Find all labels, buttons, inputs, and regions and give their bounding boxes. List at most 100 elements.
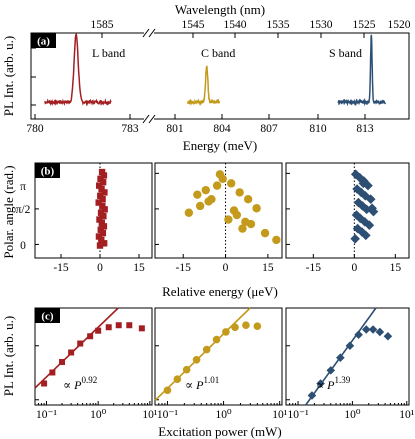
y-tick-labels-b: 0 π/2 π: [16, 181, 31, 252]
data-point: [96, 242, 104, 249]
plot-frame-c3: [285, 307, 410, 406]
top-tick-label: 1540: [224, 19, 247, 31]
data-point: [100, 172, 108, 179]
x-tick-label: -15: [53, 262, 69, 274]
panel-label: (b): [41, 166, 55, 178]
top-tick-label: 1520: [388, 19, 411, 31]
c-axis-ticks: [35, 345, 408, 405]
data-point: [246, 219, 256, 229]
data-point: [364, 220, 375, 231]
data-point: [227, 179, 236, 188]
top-tick-label: 1585: [91, 19, 114, 31]
plot-frame-c2: [154, 307, 283, 406]
data-point: [49, 369, 56, 376]
top-tick-label: 1525: [353, 19, 376, 31]
data-point: [100, 212, 107, 220]
data-point: [192, 355, 201, 364]
data-point: [212, 181, 222, 190]
data-point: [173, 375, 182, 384]
data-point: [68, 349, 75, 356]
data-point: [345, 341, 355, 351]
data-point: [99, 229, 107, 237]
data-point: [375, 327, 385, 337]
data-point: [97, 209, 105, 216]
panel-label: (a): [37, 36, 50, 48]
x-tick-label: -15: [176, 262, 192, 274]
bottom-tick-label: 807: [260, 123, 278, 135]
left-ticks: [31, 47, 36, 106]
bottom-tick-label: 804: [213, 123, 231, 135]
bottom-tick-label: 780: [26, 123, 44, 135]
data-point: [356, 187, 366, 198]
data-point: [326, 366, 336, 375]
data-point: [368, 325, 378, 334]
band-label-l: L band: [92, 46, 125, 60]
data-point: [354, 330, 363, 340]
spectrum-c-band: [186, 65, 221, 106]
data-point: [59, 359, 66, 366]
data-point: [99, 202, 106, 210]
x-axis-label-c: Excitation power (mW): [158, 424, 281, 439]
panel-label-box: [31, 33, 56, 48]
x-tick-label: 15: [133, 262, 145, 274]
data-point: [201, 185, 210, 195]
x-tick-label: 15: [262, 262, 274, 274]
data-point: [238, 224, 247, 233]
spectrum-s-band: [337, 34, 387, 107]
data-point: [87, 333, 94, 340]
data-point: [224, 215, 233, 224]
bottom-tick-label: 810: [309, 123, 327, 135]
fit-line: [34, 307, 119, 389]
b-scatter-points: [95, 168, 379, 249]
bottom-tick-label: 813: [356, 123, 374, 135]
y-axis-label-b: Polar. angle (rad.): [1, 165, 16, 258]
data-point: [383, 331, 393, 341]
data-point: [126, 322, 133, 329]
b-axis-ticks: [35, 163, 396, 258]
x-tick-labels-c: 10⁻¹ 10⁰ 10¹ 10⁻¹ 10⁰ 10¹ 10⁻¹ 10⁰ 10¹: [36, 409, 415, 421]
top-tick-label: 1535: [267, 19, 290, 31]
data-point: [98, 168, 106, 176]
data-point: [95, 327, 102, 334]
data-point: [252, 204, 261, 213]
data-point: [105, 324, 112, 331]
top-axis-ticks: 1585 1545 1540 1535 1530 1525 1520: [91, 19, 411, 31]
c-scatter-points: [41, 321, 393, 400]
x-tick-label: 10¹: [399, 409, 415, 421]
plot-frame: [30, 32, 410, 120]
data-point: [360, 190, 371, 201]
y-tick-label: 0: [20, 240, 26, 252]
top-tick-label: 1545: [182, 19, 205, 31]
data-point: [100, 223, 108, 230]
data-point: [231, 323, 239, 332]
data-point: [222, 328, 230, 336]
x-tick-label: 10⁻¹: [157, 409, 179, 421]
x-tick-label: 10¹: [142, 409, 158, 421]
data-point: [353, 197, 364, 208]
data-point: [95, 233, 103, 240]
axis-break-mark: [142, 28, 156, 124]
fit-line: [154, 307, 251, 402]
data-point: [215, 170, 225, 179]
x-tick-label: 10¹: [272, 409, 288, 421]
data-point: [77, 340, 84, 347]
data-point: [367, 203, 377, 214]
data-point: [355, 172, 365, 183]
data-point: [361, 230, 371, 241]
x-tick-label: 0: [223, 262, 229, 274]
spectrum-l-band: [44, 32, 112, 107]
panel-c: (c) 10⁻¹ 10⁰ 10¹ 10⁻¹ 10⁰ 10¹ 10⁻¹ 10⁰ 10¹ ∝ P0.…: [1, 307, 415, 439]
band-label-c: C band: [201, 46, 235, 60]
bottom-axis-ticks: 780 783 801 804 807 810 813: [26, 123, 374, 135]
data-point: [365, 194, 376, 204]
data-point: [115, 322, 122, 329]
data-point: [41, 380, 48, 387]
band-label-s: S band: [329, 46, 362, 60]
x-tick-label: 0: [351, 262, 357, 274]
data-point: [195, 201, 205, 211]
y-axis-label-a: PL Int. (arb. u.): [1, 36, 16, 116]
bottom-ticks: [34, 114, 366, 119]
data-point: [138, 325, 145, 332]
data-point: [272, 235, 281, 245]
